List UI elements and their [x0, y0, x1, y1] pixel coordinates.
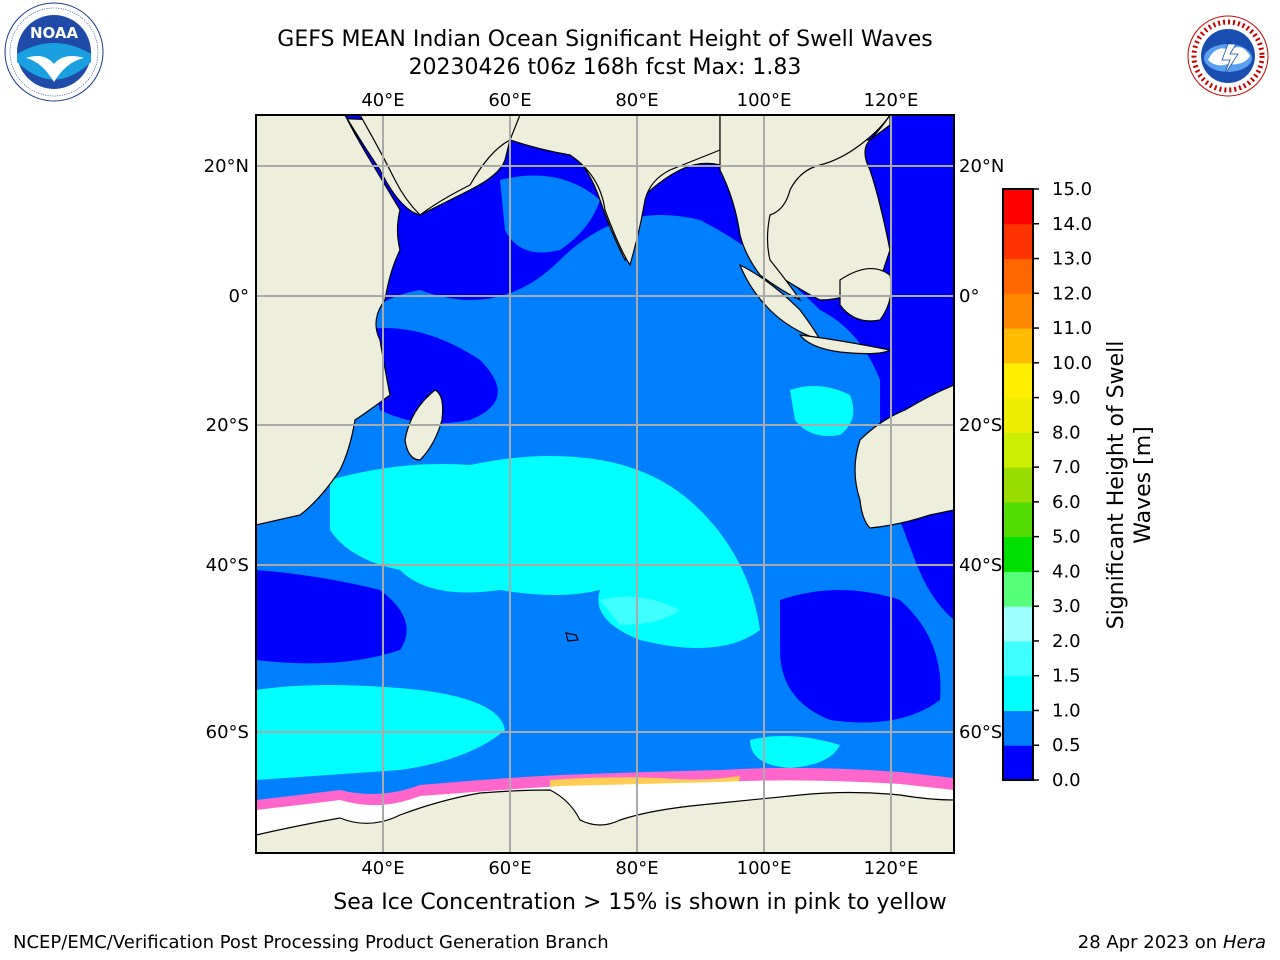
colorbar-tick-label: 1.0	[1052, 700, 1081, 721]
map-area	[256, 115, 954, 853]
colorbar-tick-label: 11.0	[1052, 318, 1092, 339]
lat-labels-right: 20°N 0° 20°S 40°S 60°S	[959, 156, 1004, 743]
map-subtitle: 20230426 t06z 168h fcst Max: 1.83	[408, 55, 802, 80]
lat-label-left: 20°S	[206, 415, 249, 436]
swell-region-mid-east-inner	[600, 596, 680, 625]
credit-left: NCEP/EMC/Verification Post Processing Pr…	[13, 932, 609, 953]
colorbar-segment	[1003, 606, 1033, 642]
colorbar-tick-label: 15.0	[1052, 179, 1092, 200]
lon-label-top: 80°E	[615, 90, 658, 111]
swell-region-low-madagascar	[360, 328, 498, 424]
noaa-logo-icon: NOAA	[4, 2, 104, 102]
lat-label-right: 20°N	[959, 156, 1004, 177]
lon-label-top: 120°E	[864, 90, 919, 111]
credit-right: 28 Apr 2023 on Hera	[1078, 932, 1266, 953]
land-southeast-asia	[719, 115, 891, 302]
land-borneo	[839, 268, 892, 322]
colorbar-title-line2: Waves [m]	[1131, 426, 1156, 543]
lon-label-bottom: 60°E	[488, 858, 531, 879]
colorbar-segment	[1003, 432, 1033, 468]
colorbar-segment	[1003, 328, 1033, 364]
colorbar-tick-label: 0.0	[1052, 770, 1081, 791]
colorbar-segment	[1003, 675, 1033, 711]
credit-date: 28 Apr 2023 on	[1077, 932, 1223, 953]
colorbar-tick-label: 6.0	[1052, 492, 1081, 513]
colorbar-tick-label: 10.0	[1052, 353, 1092, 374]
colorbar-labels: 0.0 0.5 1.0 1.5 2.0 3.0 4.0 5.0 6.0 7.0 8.0 9.0 10.0…	[1052, 179, 1092, 791]
credit-host: Hera	[1222, 932, 1266, 953]
colorbar-segment	[1003, 571, 1033, 607]
swell-region-low-arabian	[500, 175, 600, 253]
swell-region-mid-south-east	[750, 736, 840, 768]
land-australia	[854, 384, 954, 529]
lat-label-right: 20°S	[959, 415, 1002, 436]
lat-labels-left: 20°N 0° 20°S 40°S 60°S	[204, 156, 249, 743]
colorbar-segment	[1003, 223, 1033, 260]
lon-label-bottom: 100°E	[737, 858, 792, 879]
lon-label-top: 40°E	[361, 90, 404, 111]
colorbar-tick-label: 2.0	[1052, 631, 1081, 652]
lat-label-right: 0°	[959, 286, 979, 307]
lat-label-left: 20°N	[204, 156, 249, 177]
lon-label-top: 60°E	[488, 90, 531, 111]
lon-label-bottom: 40°E	[361, 858, 404, 879]
map-title: GEFS MEAN Indian Ocean Significant Heigh…	[277, 27, 933, 52]
swell-region-mid-west-aus	[790, 386, 854, 436]
land-antarctica	[256, 789, 954, 853]
lat-label-left: 60°S	[206, 722, 249, 743]
colorbar-segment	[1003, 745, 1033, 781]
colorbar-segment	[1003, 293, 1033, 329]
colorbar-frame	[1002, 188, 1034, 781]
colorbar-tick-label: 9.0	[1052, 388, 1081, 409]
colorbar-tick-label: 13.0	[1052, 249, 1092, 270]
lon-label-bottom: 120°E	[864, 858, 919, 879]
colorbar-tick-label: 1.5	[1052, 666, 1081, 687]
lon-labels-bottom: 40°E 60°E 80°E 100°E 120°E	[361, 858, 918, 879]
svg-text:NOAA: NOAA	[30, 24, 79, 42]
gridlines	[256, 115, 954, 853]
sea-ice-note: Sea Ice Concentration > 15% is shown in …	[333, 890, 947, 915]
colorbar-tick-label: 0.5	[1052, 735, 1081, 756]
lat-label-right: 40°S	[959, 555, 1002, 576]
lon-label-bottom: 80°E	[615, 858, 658, 879]
colorbar-segment	[1003, 189, 1033, 225]
colorbar-tick-label: 12.0	[1052, 283, 1092, 304]
colorbar-title: Significant Height of Swell Waves [m]	[1104, 341, 1156, 630]
swell-region-low-southeast	[780, 590, 941, 723]
lon-labels-top: 40°E 60°E 80°E 100°E 120°E	[361, 90, 918, 111]
colorbar-title-line1: Significant Height of Swell	[1104, 341, 1129, 630]
colorbar-segment	[1003, 501, 1033, 538]
land-java	[798, 334, 892, 355]
colorbar-segment	[1003, 467, 1033, 503]
lon-label-top: 100°E	[737, 90, 792, 111]
lat-label-right: 60°S	[959, 722, 1002, 743]
nws-logo-icon	[1187, 15, 1269, 97]
colorbar-segment	[1003, 397, 1033, 433]
lat-label-left: 0°	[229, 286, 249, 307]
lat-label-left: 40°S	[206, 555, 249, 576]
map-frame	[255, 114, 955, 854]
colorbar-segment	[1003, 258, 1033, 294]
colorbar-tick-label: 5.0	[1052, 527, 1081, 548]
colorbar-tick-label: 7.0	[1052, 457, 1081, 478]
colorbar-segment	[1003, 710, 1033, 746]
swell-region-low-southwest	[256, 570, 407, 664]
colorbar	[1002, 188, 1039, 781]
colorbar-segment	[1003, 362, 1033, 399]
colorbar-tick-label: 8.0	[1052, 422, 1081, 443]
colorbar-tick-label: 3.0	[1052, 596, 1081, 617]
swell-region-low-bay	[640, 236, 747, 295]
colorbar-tick-label: 14.0	[1052, 214, 1092, 235]
colorbar-tick-label: 4.0	[1052, 561, 1081, 582]
colorbar-segment	[1003, 640, 1033, 677]
land-kerguelen	[565, 632, 579, 642]
colorbar-segment	[1003, 536, 1033, 572]
